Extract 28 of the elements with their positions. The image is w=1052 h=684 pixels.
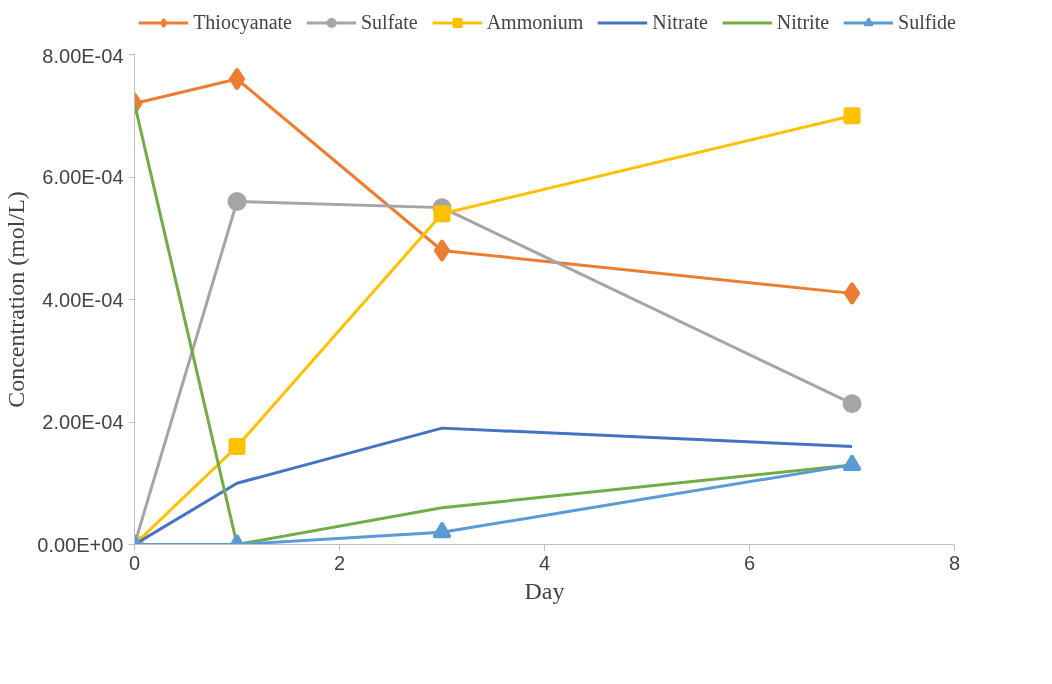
y-tick-label: 8.00E-04 [42, 44, 124, 67]
legend-label: Sulfide [898, 10, 956, 34]
legend-label: Thiocyanate [193, 10, 292, 34]
x-axis-title: Day [524, 577, 565, 604]
y-tick-label: 2.00E-04 [42, 411, 124, 433]
x-tick-label: 2 [333, 551, 346, 574]
point [227, 192, 247, 211]
y-tick-label: 6.00E-04 [42, 166, 124, 188]
point [843, 281, 861, 305]
legend-label: Sulfate [360, 10, 418, 34]
y-tick-label: 0.00E+00 [37, 533, 124, 556]
point [842, 394, 862, 414]
x-tick-label: 0 [128, 551, 141, 574]
point [432, 521, 452, 539]
legend-label: Ammonium [486, 10, 584, 34]
x-tick-label: 4 [538, 551, 551, 574]
point [228, 438, 246, 455]
x-tick-label: 8 [948, 551, 961, 574]
point [842, 454, 862, 471]
legend-label: Nitrite [776, 10, 830, 34]
y-axis-title: Concentration (mol/L) [3, 191, 30, 408]
y-tick-label: 4.00E-04 [42, 288, 124, 311]
point [228, 67, 246, 91]
point [433, 239, 451, 262]
x-tick-label: 6 [743, 551, 756, 574]
legend-label: Nitrate [652, 10, 708, 34]
point [843, 107, 861, 125]
point [433, 205, 451, 223]
